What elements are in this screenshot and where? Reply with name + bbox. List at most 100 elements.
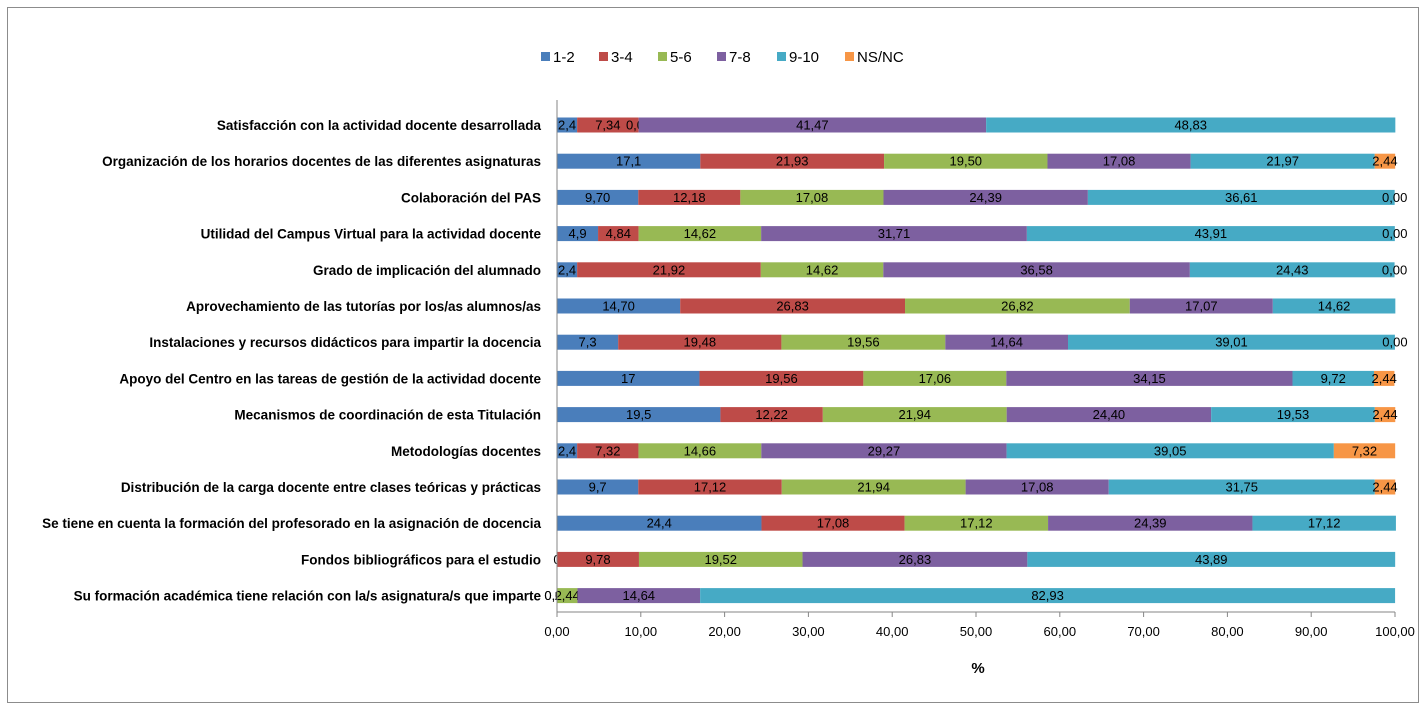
data-label: 17,07 [1185,299,1218,314]
data-label: 36,58 [1020,262,1053,277]
data-label: 14,70 [602,299,635,314]
legend: 1-2 3-4 5-6 7-8 9-10 NS/NC [541,49,904,66]
bar-segment-9-10 [1189,262,1395,278]
data-label: 26,83 [776,299,809,314]
data-label: 14,62 [684,226,717,241]
x-tick-label: 80,00 [1211,624,1244,639]
x-axis-title: % [971,660,984,677]
bar-segment-1-2 [557,443,578,459]
data-label: 14,64 [990,335,1023,350]
data-label: 17,12 [1308,516,1341,531]
bar-segment-1-2 [557,117,578,133]
bar-segment-1-2 [557,262,578,278]
bar-segment-7-8 [1048,515,1253,531]
bar-segment-1-2 [557,153,701,169]
data-label: 34,15 [1133,371,1166,386]
category-label: Satisfacción con la actividad docente de… [217,118,542,133]
bar-segment-1-2 [557,370,700,386]
data-label: 7,3 [579,335,597,350]
category-label: Colaboración del PAS [401,190,541,205]
data-label: 17,06 [919,371,952,386]
data-label: 24,40 [1093,407,1126,422]
legend-swatch-1-2 [541,52,550,61]
data-label: 21,97 [1266,154,1299,169]
bar-segment-5-6 [884,153,1048,169]
data-label: 0,00 [1382,190,1407,205]
bar-segment-7-8 [577,588,701,604]
bar-segment-3-4 [577,443,639,459]
category-label: Utilidad del Campus Virtual para la acti… [201,227,542,242]
x-tick-label: 60,00 [1044,624,1077,639]
x-tick-label: 90,00 [1295,624,1328,639]
bar-segment-3-4 [700,153,885,169]
data-label: 2,44 [555,588,580,603]
data-label: 2,4 [558,118,576,133]
data-label: 41,47 [796,118,829,133]
legend-swatch-5-6 [658,52,667,61]
bar-segment-9-10 [1211,407,1375,423]
x-axis: 0,00 10,00 20,00 30,00 40,00 50,00 60,00 70,00 8… [544,100,1415,639]
legend-swatch-9-10 [777,52,786,61]
bar-segment-1-2 [557,407,721,423]
bar-segment-9-10 [1292,370,1374,386]
bar-segment-9-10 [700,588,1396,604]
bar-segment-9-10 [1027,551,1396,567]
data-label: 14,62 [806,262,839,277]
data-label: 24,39 [969,190,1002,205]
data-label: 7,34 [595,118,620,133]
category-label: Organización de los horarios docentes de… [102,154,541,169]
bar-segment-7-8 [965,479,1109,495]
data-label: 2,44 [1372,371,1397,386]
bar-segment-5-6 [863,370,1007,386]
x-tick-label: 10,00 [625,624,658,639]
bar-segment-1-2 [557,189,639,205]
bar-segment-ns-nc [1374,407,1396,423]
data-label: 12,18 [673,190,706,205]
bar-segment-3-4 [720,407,823,423]
data-label: 17 [621,371,635,386]
data-label: 26,82 [1001,299,1034,314]
data-label: 26,83 [899,552,932,567]
x-tick-label: 30,00 [792,624,825,639]
bar-segment-7-8 [761,226,1027,242]
bar-segment-3-4 [638,189,741,205]
bar-segment-3-4 [577,262,761,278]
bar-segment-7-8 [1047,153,1191,169]
data-label: 19,50 [950,154,983,169]
data-label: 17,08 [796,190,829,205]
bar-segment-7-8 [883,262,1190,278]
bar-segment-7-8 [1006,370,1293,386]
bar-segment-9-10 [1252,515,1396,531]
bar-segment-7-8 [1129,298,1273,314]
bar-segment-9-10 [1087,189,1395,205]
bar-segment-5-6 [638,226,762,242]
category-label: Apoyo del Centro en las tareas de gestió… [119,371,541,386]
data-label: 9,70 [585,190,610,205]
bar-segment-3-4 [577,117,639,133]
data-label: 19,56 [847,335,880,350]
data-label: 48,83 [1174,118,1207,133]
bar-segment-5-6 [904,515,1049,531]
data-label: 17,1 [616,154,641,169]
data-label: 43,91 [1195,226,1228,241]
bar-segment-9-10 [1108,479,1375,495]
bar-segment-3-4 [699,370,864,386]
bar-segment-3-4 [761,515,905,531]
data-label: 17,08 [1103,154,1136,169]
x-tick-label: 50,00 [960,624,993,639]
bar-segment-5-6 [781,334,946,350]
legend-swatch-3-4 [599,52,608,61]
bar-segment-9-10 [1272,298,1396,314]
data-label: 14,66 [684,443,717,458]
data-label: 4,9 [568,226,586,241]
x-tick-label: 20,00 [708,624,741,639]
data-label: 24,4 [647,516,672,531]
data-label: 19,52 [704,552,737,567]
data-label: 82,93 [1031,588,1064,603]
bar-segment-7-8 [1006,407,1212,423]
data-label: 14,62 [1318,299,1351,314]
bar-segment-1-2 [557,479,639,495]
legend-swatch-ns-nc [845,52,854,61]
data-label: 0,00 [1382,335,1407,350]
data-label: 21,92 [653,262,686,277]
